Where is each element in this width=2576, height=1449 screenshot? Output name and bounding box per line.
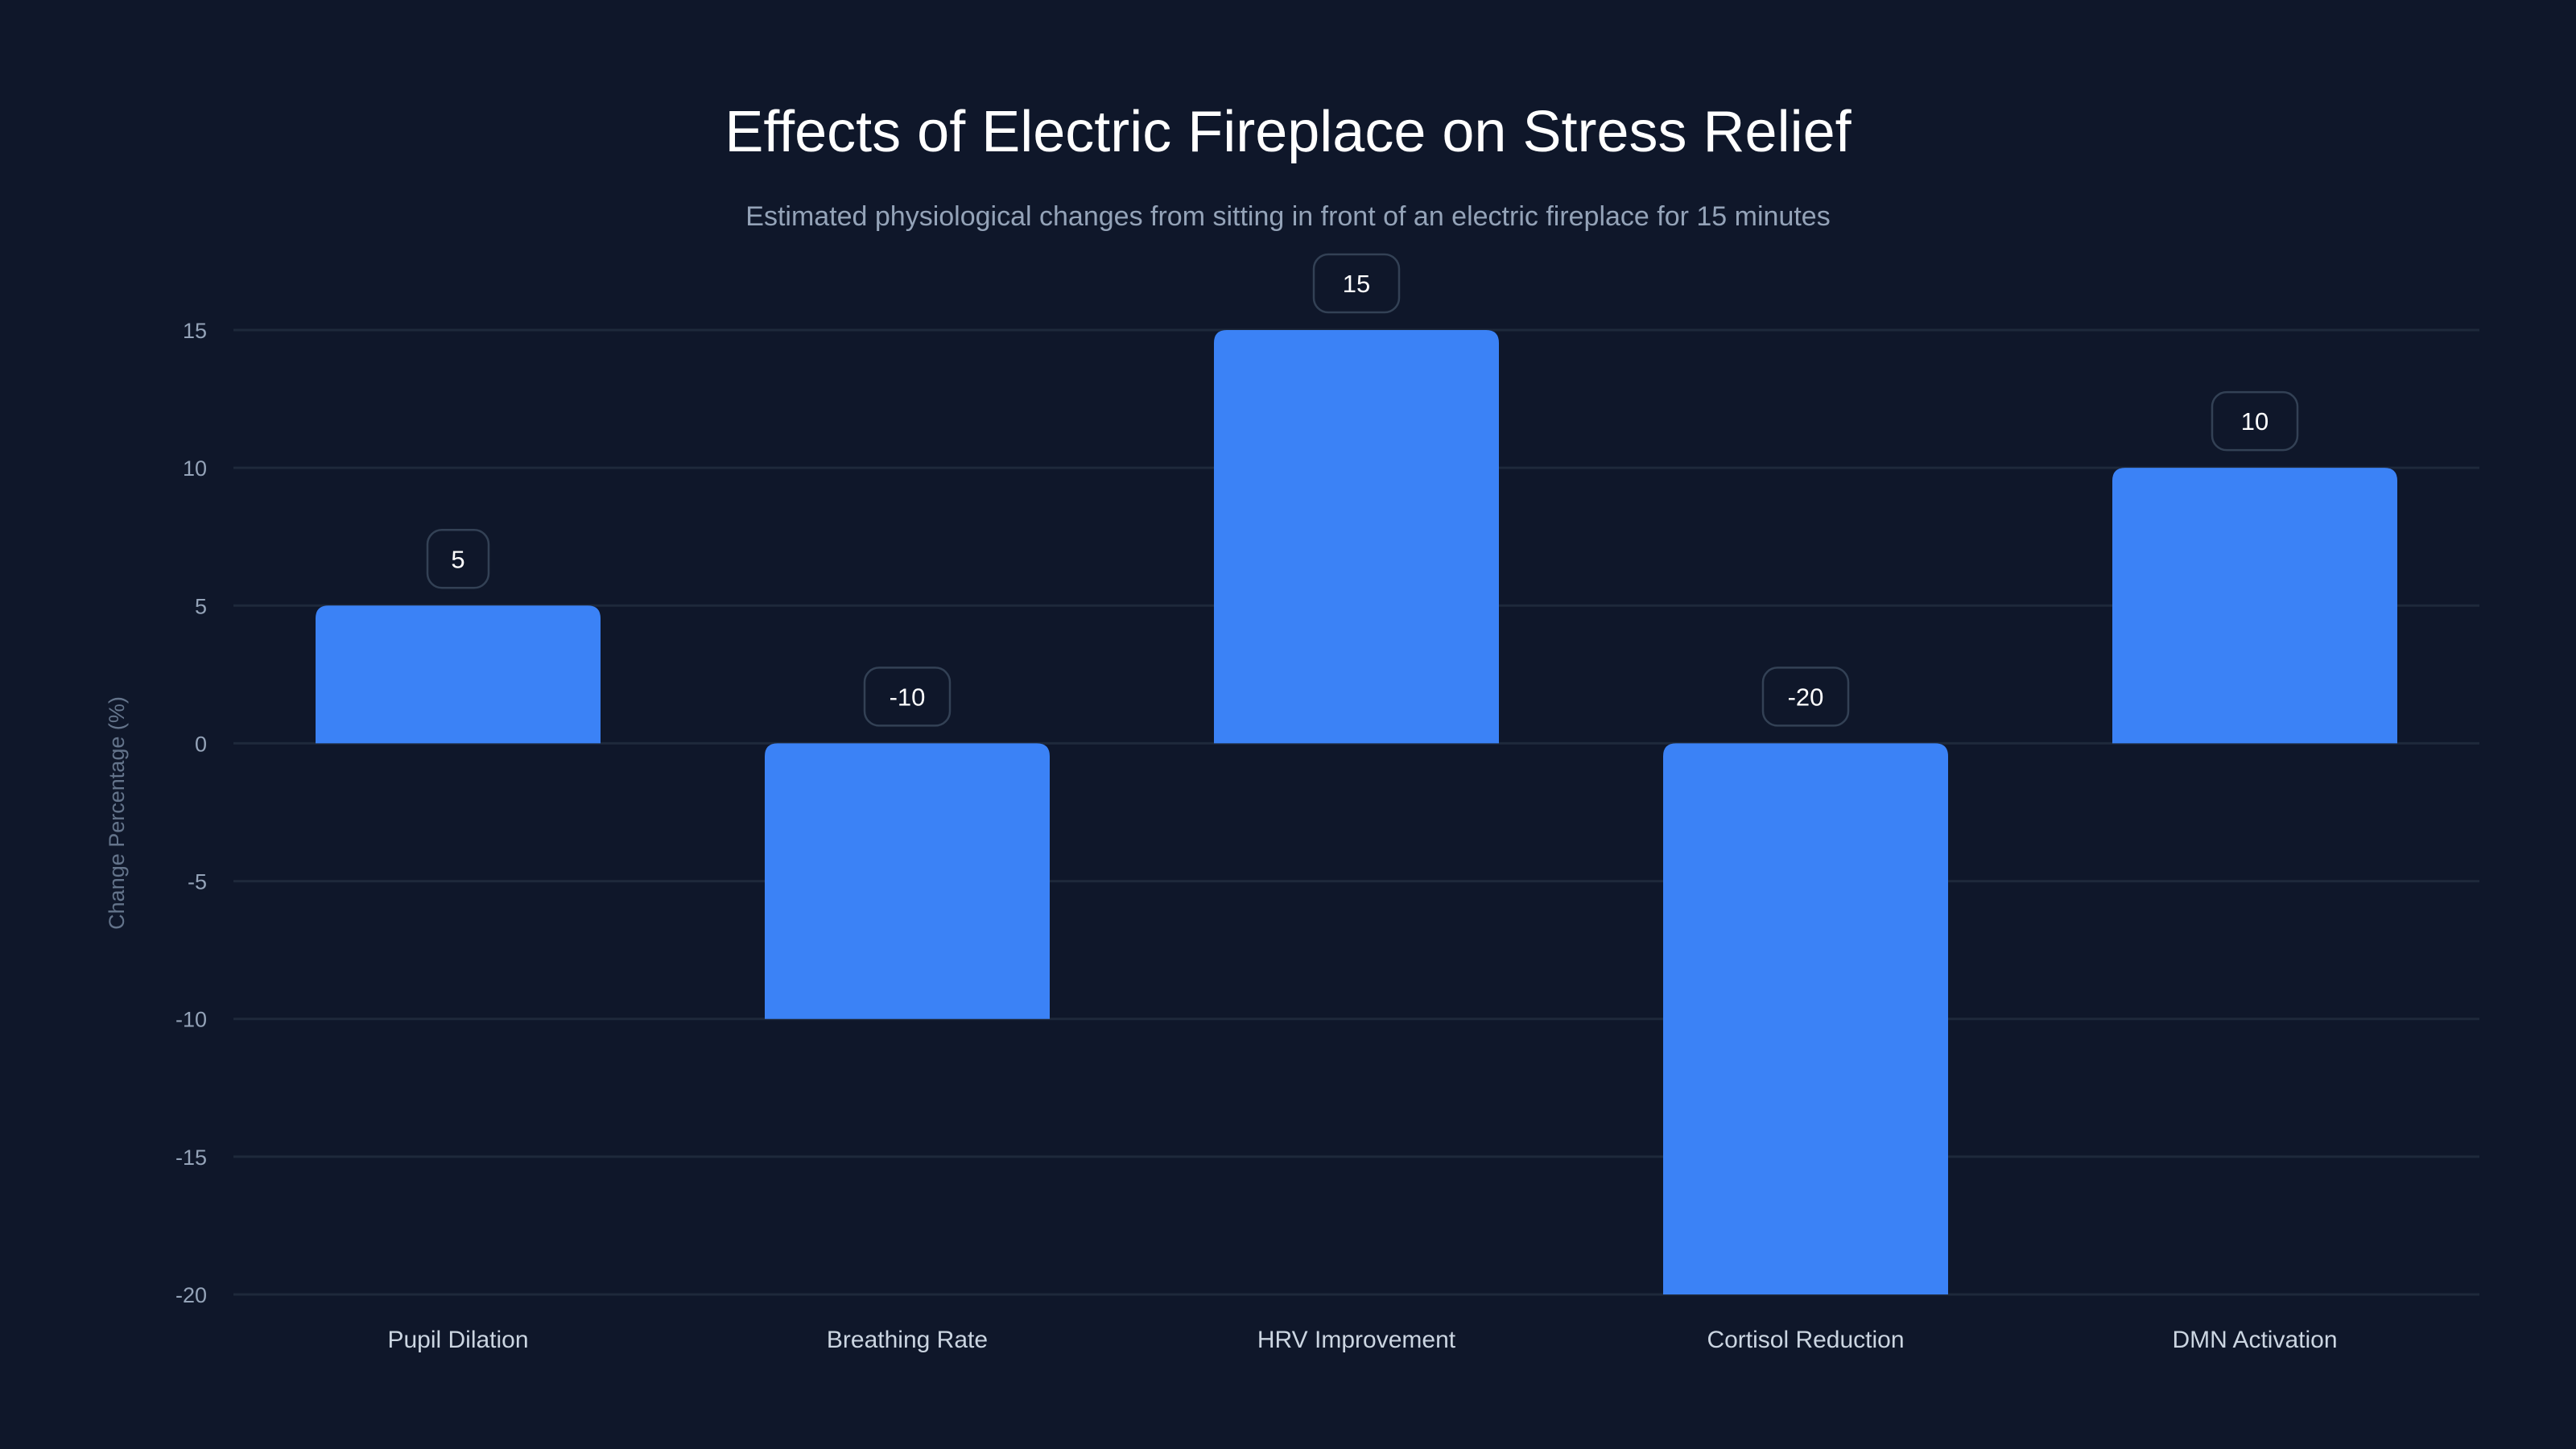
data-label-box <box>1761 667 1850 727</box>
bar <box>2112 468 2397 744</box>
x-tick-label: DMN Activation <box>2172 1327 2337 1353</box>
x-tick-label: HRV Improvement <box>1257 1327 1456 1353</box>
data-label-box <box>863 667 952 727</box>
y-tick-label: -15 <box>175 1146 207 1170</box>
data-label: 5 <box>451 545 464 573</box>
data-label-box <box>2211 390 2299 452</box>
chart-subtitle: Estimated physiological changes from sit… <box>745 201 1830 232</box>
y-tick-label: 15 <box>183 319 207 343</box>
data-label: -20 <box>1788 683 1824 711</box>
bar <box>1214 330 1499 744</box>
chart-title: Effects of Electric Fireplace on Stress … <box>724 100 1852 164</box>
y-tick-label: 10 <box>183 456 207 481</box>
x-tick-label: Breathing Rate <box>827 1327 988 1353</box>
data-label: 10 <box>2241 407 2268 436</box>
bar <box>316 605 601 744</box>
bar <box>1663 743 1948 1294</box>
x-tick-label: Cortisol Reduction <box>1707 1327 1904 1353</box>
y-tick-label: 5 <box>195 594 207 618</box>
bar <box>765 743 1050 1019</box>
y-axis-label: Change Percentage (%) <box>105 696 129 930</box>
data-label: 15 <box>1343 270 1370 298</box>
data-label: -10 <box>890 683 926 711</box>
x-tick-label: Pupil Dilation <box>387 1327 528 1353</box>
y-tick-label: -5 <box>188 870 207 894</box>
y-tick-label: -10 <box>175 1008 207 1032</box>
data-label-box <box>1312 253 1401 314</box>
y-tick-label: 0 <box>195 732 207 756</box>
data-label-box <box>426 529 490 589</box>
y-tick-label: -20 <box>175 1283 207 1307</box>
